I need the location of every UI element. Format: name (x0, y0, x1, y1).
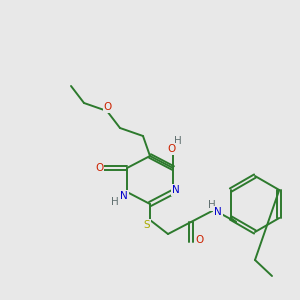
Text: N: N (172, 185, 180, 195)
Text: O: O (167, 144, 175, 154)
Text: O: O (104, 102, 112, 112)
Text: N: N (214, 207, 222, 217)
Text: H: H (174, 136, 182, 146)
Text: N: N (120, 191, 128, 201)
Text: O: O (95, 163, 103, 173)
Text: H: H (111, 197, 119, 207)
Text: S: S (144, 220, 150, 230)
Text: O: O (195, 235, 203, 245)
Text: H: H (208, 200, 216, 210)
